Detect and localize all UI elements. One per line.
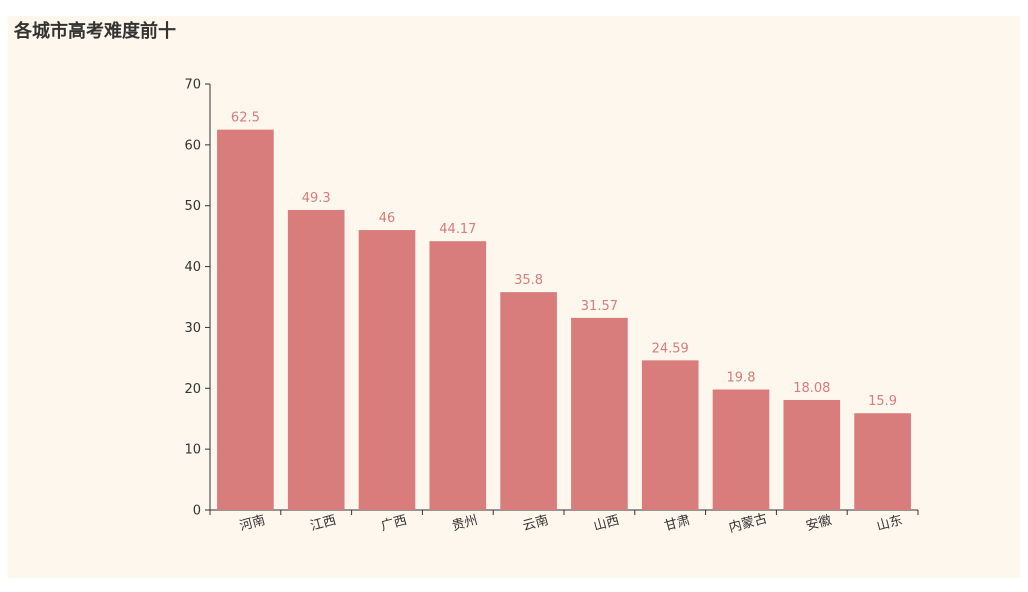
x-category-label: 安徽 <box>804 513 833 534</box>
bar-value-labels: 62.5 49.3 46 44.17 35.8 31.57 24.59 19.8 18.08 15… <box>231 111 897 410</box>
bar-value-label: 49.3 <box>302 191 331 206</box>
bar-云南[interactable] <box>500 292 557 510</box>
y-tick-label: 20 <box>184 382 201 397</box>
bar-贵州[interactable] <box>429 241 487 510</box>
bar-value-label: 46 <box>379 211 396 226</box>
y-tick-label: 30 <box>184 321 201 336</box>
bar-山东[interactable] <box>854 413 911 510</box>
y-tick-label: 10 <box>184 443 201 458</box>
bar-value-label: 19.8 <box>727 371 756 386</box>
bars <box>217 129 911 511</box>
bar-内蒙古[interactable] <box>712 389 770 510</box>
x-category-label: 贵州 <box>450 513 479 534</box>
y-axis: 0 10 20 30 40 50 60 70 <box>184 78 211 519</box>
x-category-label: 山东 <box>875 513 904 534</box>
bar-山西[interactable] <box>571 317 628 510</box>
bar-江西[interactable] <box>287 209 345 510</box>
bar-value-label: 24.59 <box>652 341 689 356</box>
x-category-label: 河南 <box>238 512 267 534</box>
y-tick-label: 60 <box>184 138 201 153</box>
y-tick-label: 40 <box>184 260 201 275</box>
y-tick-label: 70 <box>184 78 201 93</box>
bar-value-label: 15.9 <box>868 394 897 409</box>
bar-广西[interactable] <box>358 230 416 511</box>
bar-安徽[interactable] <box>783 399 841 510</box>
chart-title: 各城市高考难度前十 <box>14 21 176 42</box>
bar-value-label: 31.57 <box>581 299 618 314</box>
bar-value-label: 35.8 <box>514 273 543 288</box>
chart-panel: 各城市高考难度前十 0 10 20 30 40 50 60 70 河南 江西 广西 贵州 云南 山西 甘肃… <box>8 16 1020 578</box>
bar-value-label: 18.08 <box>793 381 830 396</box>
x-category-label: 内蒙古 <box>727 510 769 536</box>
x-category-label: 广西 <box>380 513 409 534</box>
y-tick-label: 0 <box>193 504 201 519</box>
x-category-label: 江西 <box>309 513 338 534</box>
bar-value-label: 44.17 <box>439 222 476 237</box>
x-category-label: 甘肃 <box>663 513 692 534</box>
bar-chart: 0 10 20 30 40 50 60 70 河南 江西 广西 贵州 云南 山西 甘肃 内蒙古 安徽 山东 62… <box>184 78 919 536</box>
x-category-label: 山西 <box>592 513 621 534</box>
bar-河南[interactable] <box>217 129 274 510</box>
y-tick-label: 50 <box>184 199 201 214</box>
bar-甘肃[interactable] <box>641 360 699 510</box>
bar-value-label: 62.5 <box>231 111 260 126</box>
x-axis: 河南 江西 广西 贵州 云南 山西 甘肃 内蒙古 安徽 山东 <box>209 509 919 536</box>
x-category-label: 云南 <box>521 512 550 534</box>
